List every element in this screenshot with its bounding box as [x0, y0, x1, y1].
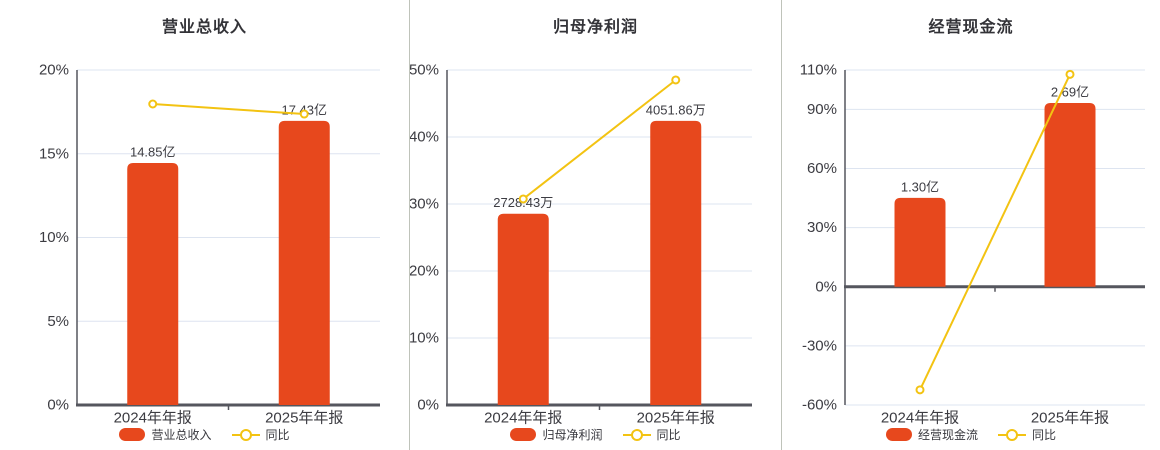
yoy-marker [915, 385, 925, 395]
y-tick-label: 90% [807, 101, 837, 118]
legend-label: 同比 [656, 428, 681, 442]
legend-item-bar-series[interactable]: 归母净利润 [510, 426, 603, 443]
bar-value-label: 14.85亿 [130, 144, 176, 159]
y-tick-label: 0% [417, 397, 439, 414]
y-tick-label: 0% [815, 278, 837, 295]
legend-item-yoy-line[interactable]: 同比 [998, 426, 1056, 443]
yoy-line [152, 103, 305, 116]
bar-series-swatch-icon [885, 428, 912, 441]
legend-label: 同比 [1032, 428, 1057, 442]
x-category-label: 2024年年报 [484, 410, 562, 427]
y-tick-label: 20% [39, 62, 69, 79]
bar-value-label: 1.30亿 [901, 179, 939, 194]
revenue-chart-plot: 0%5%10%15%20%14.85亿17.43亿2024年年报2025年年报 [39, 62, 380, 427]
bar [497, 213, 549, 405]
revenue-chart-panel: 0%5%10%15%20%14.85亿17.43亿2024年年报2025年年报 … [0, 0, 410, 450]
bar [894, 197, 946, 287]
bar-series-swatch-icon [119, 428, 146, 441]
yoy-marker [518, 194, 528, 204]
cash-flow-chart-plot: -60% -30% 0% 30% 60% 90% 110% 1.30亿 2.69亿 2024年年报… [800, 62, 1145, 427]
chart-title: 经营现金流 [928, 19, 1014, 36]
bar [650, 120, 702, 406]
bar-series-swatch-icon [510, 428, 537, 441]
legend-label: 经营现金流 [917, 428, 978, 442]
legend-label: 营业总收入 [151, 428, 212, 442]
yoy-line [522, 79, 677, 200]
x-category-label: 2025年年报 [1031, 410, 1109, 427]
bar-value-label: 4051.86万 [646, 102, 706, 117]
y-tick-label: 30% [410, 196, 439, 213]
y-tick-label: 15% [39, 145, 69, 162]
bar-value-label: 2.69亿 [1051, 84, 1089, 99]
y-tick-label: 5% [47, 313, 69, 330]
chart-legend: 归母净利润 同比 [410, 426, 781, 443]
y-tick-label: 60% [807, 160, 837, 177]
legend-item-bar-series[interactable]: 营业总收入 [119, 426, 212, 443]
legend-label: 同比 [265, 428, 290, 442]
yoy-line-marker-icon [231, 428, 260, 441]
x-category-label: 2024年年报 [881, 410, 959, 427]
y-tick-label: 40% [410, 129, 439, 146]
net-profit-chart-plot: 0%10%20%30%40%50%2728.43万4051.86万2024年年报… [410, 62, 752, 427]
x-category-label: 2025年年报 [265, 410, 343, 427]
y-tick-label: -60% [802, 397, 837, 414]
bar [1044, 102, 1096, 287]
y-tick-label: -30% [802, 337, 837, 354]
yoy-line [919, 73, 1071, 391]
legend-item-yoy-line[interactable]: 同比 [231, 426, 290, 443]
chart-legend: 营业总收入 同比 [0, 426, 409, 443]
chart-legend: 经营现金流 同比 [782, 426, 1160, 443]
x-category-label: 2025年年报 [637, 410, 715, 427]
bar [127, 162, 179, 405]
y-tick-label: 20% [410, 263, 439, 280]
y-tick-label: 110% [800, 62, 837, 79]
yoy-marker [148, 99, 158, 109]
y-tick-label: 0% [47, 397, 69, 414]
chart-title: 归母净利润 [552, 19, 638, 36]
legend-item-bar-series[interactable]: 经营现金流 [885, 426, 978, 443]
y-tick-label: 30% [807, 219, 837, 236]
y-tick-label: 10% [410, 330, 439, 347]
x-category-label: 2024年年报 [114, 410, 192, 427]
yoy-marker [671, 75, 681, 85]
bar [278, 120, 330, 406]
yoy-marker [299, 109, 309, 119]
y-tick-label: 50% [410, 62, 439, 79]
legend-label: 归母净利润 [542, 428, 603, 442]
net-profit-chart-panel: 0%10%20%30%40%50%2728.43万4051.86万2024年年报… [410, 0, 782, 450]
legend-item-yoy-line[interactable]: 同比 [622, 426, 681, 443]
cash-flow-chart-panel: -60% -30% 0% 30% 60% 90% 110% 1.30亿 2.69亿 2024年年报… [782, 0, 1160, 450]
yoy-marker [1065, 69, 1075, 79]
yoy-line-marker-icon [622, 428, 651, 441]
yoy-line-marker-icon [998, 428, 1026, 441]
y-tick-label: 10% [39, 229, 69, 246]
chart-title: 营业总收入 [161, 19, 247, 36]
